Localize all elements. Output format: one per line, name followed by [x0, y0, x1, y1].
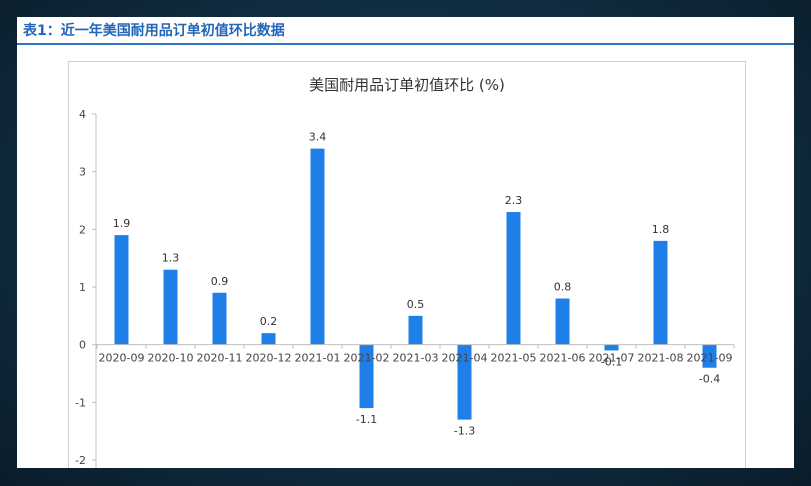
y-tick-label: -1	[75, 396, 86, 409]
data-label: 0.2	[260, 315, 278, 328]
category-label: 2021-05	[491, 352, 537, 365]
bar	[261, 333, 276, 345]
y-tick-label: 4	[79, 108, 86, 121]
bar	[163, 269, 178, 345]
data-label: 0.5	[407, 298, 425, 311]
data-label: -0.1	[601, 355, 622, 368]
data-label: -1.3	[454, 425, 475, 438]
data-label: -0.4	[699, 373, 720, 386]
data-label: 1.9	[113, 217, 131, 230]
y-tick-label: 0	[79, 339, 86, 352]
bar	[114, 235, 129, 345]
category-label: 2021-08	[638, 352, 684, 365]
bar	[408, 315, 423, 345]
data-label: 1.3	[162, 252, 180, 265]
category-label: 2021-04	[442, 352, 488, 365]
bar	[604, 344, 619, 351]
bar	[555, 298, 570, 345]
category-label: 2021-06	[540, 352, 586, 365]
y-tick-label: 1	[79, 281, 86, 294]
bar	[506, 212, 521, 345]
category-label: 2020-10	[148, 352, 194, 365]
category-label: 2020-11	[197, 352, 243, 365]
bar	[212, 292, 227, 345]
chart-frame: 美国耐用品订单初值环比 (%) 4 3 2 1 0 -1 -2 1.9 1.3 0.9 0.2 3.4…	[68, 61, 746, 468]
data-label: 1.8	[652, 223, 670, 236]
data-label: 2.3	[505, 194, 523, 207]
category-label: 2021-01	[295, 352, 341, 365]
bar	[457, 344, 472, 420]
category-label: 2020-09	[99, 352, 145, 365]
chart-title: 美国耐用品订单初值环比 (%)	[309, 76, 505, 94]
category-label: 2021-07	[589, 352, 635, 365]
data-label: -1.1	[356, 413, 377, 426]
header-title: 表1：近一年美国耐用品订单初值环比数据	[23, 23, 285, 39]
bar	[653, 240, 668, 345]
category-label: 2021-03	[393, 352, 439, 365]
bar-chart: 美国耐用品订单初值环比 (%) 4 3 2 1 0 -1 -2 1.9 1.3 0.9 0.2 3.4…	[75, 76, 735, 468]
data-label: 0.9	[211, 275, 229, 288]
y-tick-label: -2	[75, 454, 86, 467]
category-label: 2021-09	[687, 352, 733, 365]
y-tick-label: 2	[79, 223, 86, 236]
bar	[310, 148, 325, 345]
category-label: 2021-02	[344, 352, 390, 365]
data-label: 0.8	[554, 281, 572, 294]
category-label: 2020-12	[246, 352, 292, 365]
y-tick-label: 3	[79, 166, 86, 179]
table-header: 表1：近一年美国耐用品订单初值环比数据	[17, 17, 794, 45]
data-label: 3.4	[309, 131, 327, 144]
bar	[359, 344, 374, 409]
report-panel: 表1：近一年美国耐用品订单初值环比数据 美国耐用品订单初值环比 (%) 4 3 2 1…	[17, 17, 794, 468]
bar	[702, 344, 717, 368]
